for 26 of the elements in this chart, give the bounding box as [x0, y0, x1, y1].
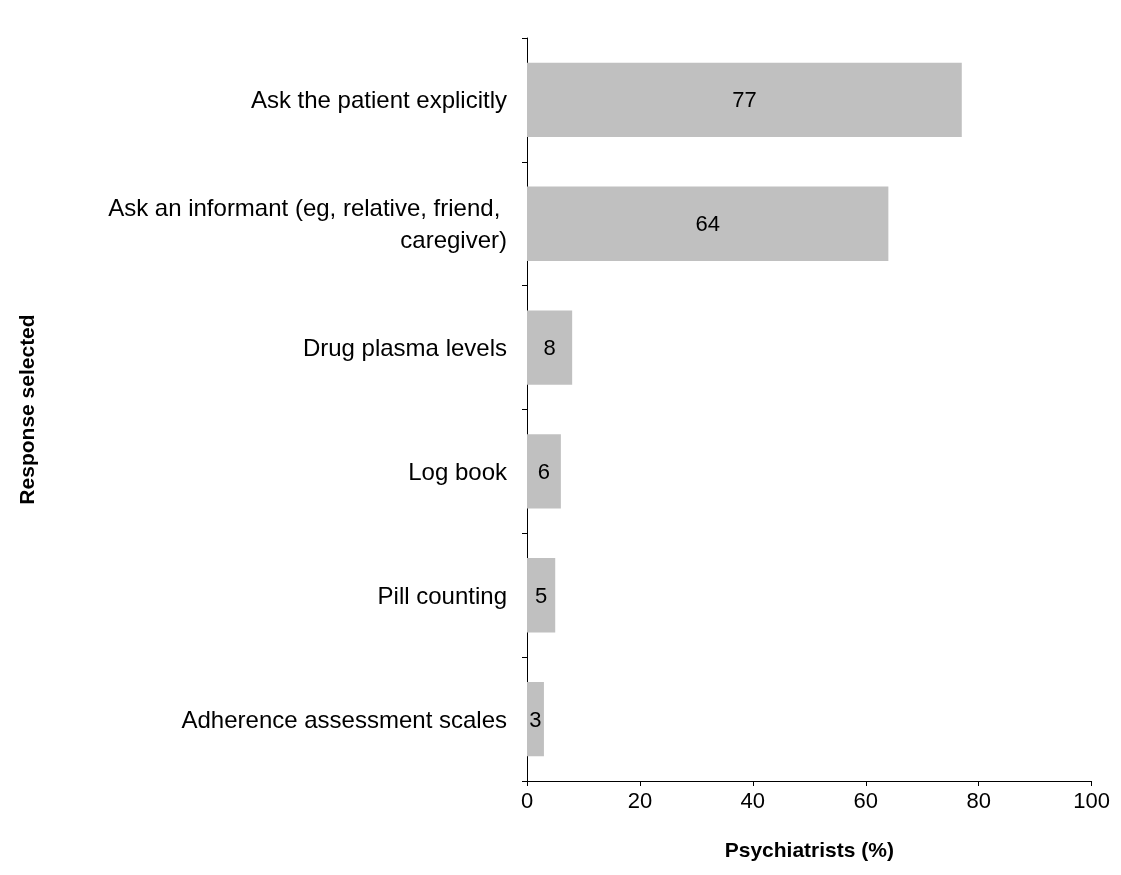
x-tick-label: 80	[966, 787, 991, 813]
y-tick-label: Ask the patient explicitly	[250, 86, 507, 114]
x-axis-title: Psychiatrists (%)	[724, 838, 894, 861]
y-tick-label: Adherence assessment scales	[181, 705, 507, 733]
x-tick-label: 60	[853, 787, 879, 813]
y-tick-label: Drug plasma levels	[302, 334, 507, 362]
bar	[527, 310, 573, 385]
bar	[527, 434, 561, 509]
y-axis-title: Response selected	[15, 314, 38, 505]
y-tick-label: Pill counting	[377, 581, 507, 609]
data-label: 5	[534, 582, 548, 608]
data-label: 8	[543, 335, 556, 361]
x-tick-label: 100	[1073, 787, 1111, 813]
bar	[527, 62, 962, 138]
bar	[527, 558, 556, 633]
data-label: 3	[529, 706, 542, 732]
data-label: 64	[695, 211, 720, 237]
bar	[527, 681, 544, 757]
bar	[527, 186, 889, 261]
y-tick-label: Log book	[408, 457, 508, 485]
y-tick-label: Ask an informant (eg, relative, friend, caregiver)	[108, 194, 507, 254]
x-tick-label: 40	[740, 787, 766, 813]
x-tick-label: 0	[520, 787, 534, 813]
x-tick-label: 20	[627, 787, 653, 813]
data-label: 6	[537, 458, 551, 484]
data-label: 77	[732, 87, 757, 113]
